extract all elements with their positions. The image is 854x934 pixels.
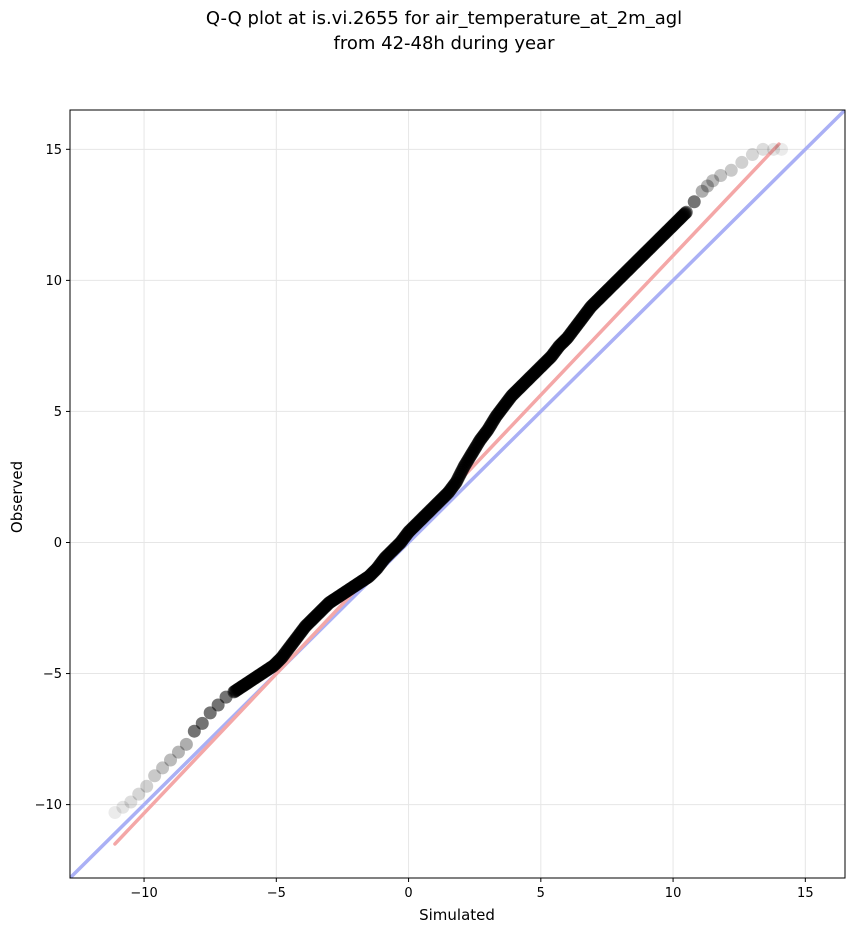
x-tick-label: −5 (267, 886, 286, 901)
qq-point (164, 753, 178, 767)
qq-point (132, 787, 146, 801)
x-tick-label: 0 (404, 886, 412, 901)
x-tick-label: 5 (537, 886, 545, 901)
y-axis-ticks: −10 −5 0 5 10 15 (35, 143, 70, 813)
qq-point (148, 769, 162, 783)
qq-point (767, 142, 781, 156)
y-tick-label: 15 (45, 143, 62, 158)
y-tick-label: 0 (54, 536, 62, 551)
qq-point (687, 195, 701, 209)
reference-lines (70, 110, 845, 878)
chart-title: Q-Q plot at is.vi.2655 for air_temperatu… (206, 8, 682, 29)
y-tick-label: −10 (35, 798, 62, 813)
qq-point (700, 179, 714, 193)
x-tick-label: 10 (665, 886, 682, 901)
chart-subtitle: from 42-48h during year (334, 33, 556, 54)
qq-point (211, 698, 225, 712)
qq-point (695, 184, 709, 198)
qq-point (714, 169, 728, 183)
y-tick-label: −5 (43, 667, 62, 682)
qq-point (108, 805, 122, 819)
y-tick-label: 5 (54, 405, 62, 420)
x-tick-label: −10 (130, 886, 157, 901)
qq-point (124, 795, 138, 809)
plot-frame (69, 109, 846, 879)
qq-point (156, 761, 170, 775)
qq-point (735, 155, 749, 169)
qq-point (678, 206, 692, 220)
qq-points (108, 142, 789, 819)
qq-point (756, 142, 770, 156)
qq-point (195, 716, 209, 730)
x-tick-label: 15 (797, 886, 814, 901)
qq-point (203, 706, 217, 720)
identity-line (70, 110, 845, 878)
qq-point (187, 724, 201, 738)
qq-point (116, 800, 130, 814)
qq-point (775, 142, 789, 156)
grid-lines (70, 110, 845, 878)
qq-point (140, 779, 154, 793)
qq-point (706, 174, 720, 188)
qq-point (171, 745, 185, 759)
y-axis-label: Observed (8, 461, 26, 533)
qq-point (179, 737, 193, 751)
x-axis-label: Simulated (419, 906, 495, 924)
x-axis-ticks: −10 −5 0 5 10 15 (130, 878, 814, 901)
qq-point (724, 163, 738, 177)
qq-point (745, 148, 759, 162)
y-tick-label: 10 (45, 274, 62, 289)
